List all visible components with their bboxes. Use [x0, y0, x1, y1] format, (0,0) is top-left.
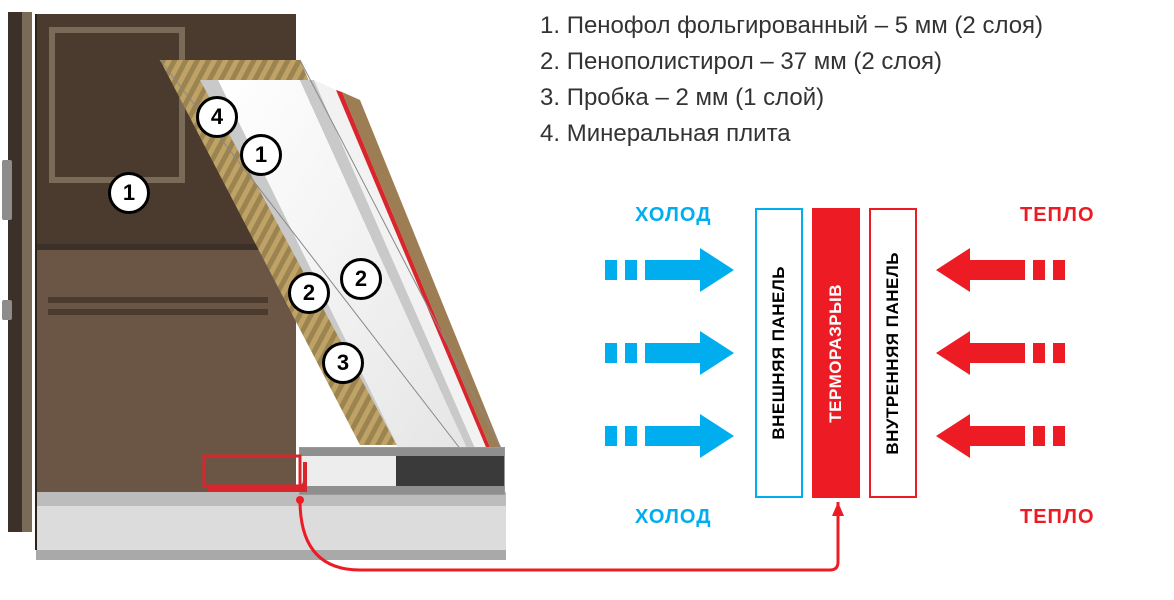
legend-item-4: 4. Минеральная плита	[540, 116, 1043, 152]
badge-1b: 1	[240, 134, 282, 176]
hot-arrow	[935, 414, 1065, 458]
badge-2b: 2	[340, 258, 382, 300]
badge-2a: 2	[288, 272, 330, 314]
hot-label-top: ТЕПЛО	[1020, 204, 1095, 227]
cold-arrows	[605, 248, 735, 458]
hot-label-bottom: ТЕПЛО	[1020, 506, 1095, 529]
legend-list: 1. Пенофол фольгированный – 5 мм (2 слоя…	[540, 8, 1043, 152]
legend-text-1: Пенофол фольгированный – 5 мм (2 слоя)	[567, 12, 1043, 39]
legend-item-3: 3. Пробка – 2 мм (1 слой)	[540, 80, 1043, 116]
legend-text-4: Минеральная плита	[567, 120, 791, 147]
legend-text-3: Пробка – 2 мм (1 слой)	[567, 84, 824, 111]
cold-arrow	[605, 414, 735, 458]
inner-panel-label: ВНУТРЕННЯЯ ПАНЕЛЬ	[883, 252, 903, 455]
cutaway-illustration: 1 4 1 2 2 3	[0, 0, 520, 600]
outer-panel: ВНЕШНЯЯ ПАНЕЛЬ	[755, 208, 803, 498]
cold-arrow	[605, 248, 735, 292]
cutaway-svg	[0, 0, 520, 600]
thermal-scheme: ХОЛОД ХОЛОД ВНЕШНЯЯ ПАНЕЛЬ ТЕРМОРАЗРЫВ В	[540, 188, 1160, 548]
hot-arrows	[935, 248, 1065, 458]
thermal-break-panel: ТЕРМОРАЗРЫВ	[812, 208, 860, 498]
cold-arrow	[605, 331, 735, 375]
hot-arrow	[935, 248, 1065, 292]
hot-arrow	[935, 331, 1065, 375]
badge-4: 4	[196, 96, 238, 138]
legend-num-1: 1	[540, 12, 553, 39]
thermal-break-label: ТЕРМОРАЗРЫВ	[826, 284, 846, 423]
legend-item-2: 2. Пенополистирол – 37 мм (2 слоя)	[540, 44, 1043, 80]
legend-num-3: 3	[540, 84, 553, 111]
stage: 1 4 1 2 2 3 1. Пенофол фольгированный – …	[0, 0, 1174, 600]
legend-item-1: 1. Пенофол фольгированный – 5 мм (2 слоя…	[540, 8, 1043, 44]
inner-panel: ВНУТРЕННЯЯ ПАНЕЛЬ	[869, 208, 917, 498]
legend-text-2: Пенополистирол – 37 мм (2 слоя)	[567, 48, 942, 75]
cold-label-bottom: ХОЛОД	[635, 506, 711, 529]
badge-3: 3	[322, 342, 364, 384]
legend-num-4: 4	[540, 120, 553, 147]
legend-num-2: 2	[540, 48, 553, 75]
badge-1a: 1	[108, 172, 150, 214]
cold-label-top: ХОЛОД	[635, 204, 711, 227]
outer-panel-label: ВНЕШНЯЯ ПАНЕЛЬ	[769, 266, 789, 440]
